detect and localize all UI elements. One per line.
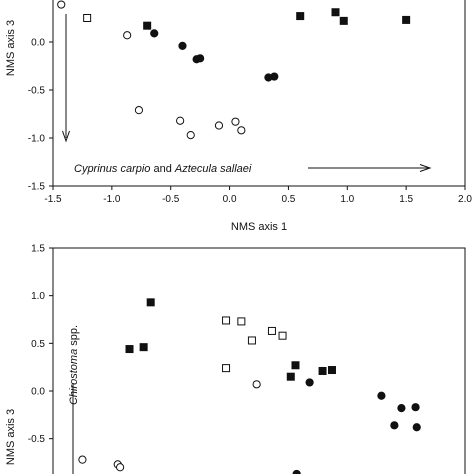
point-filled-circle <box>411 403 420 412</box>
point-filled-circle <box>397 404 406 413</box>
annotation-spp: spp. <box>68 325 80 349</box>
point-open-circle <box>214 121 224 130</box>
x-tick-label: 1.0 <box>340 194 354 205</box>
top-x-axis: -1.5 -1.0 -0.5 0.0 0.5 1.0 1.5 2.0 <box>44 186 472 205</box>
point-filled-circle <box>390 421 399 430</box>
point-filled-circle <box>412 423 421 432</box>
y-tick-label: 1.5 <box>31 244 45 255</box>
y-tick-label: -0.5 <box>28 86 46 97</box>
y-tick-label: 0.0 <box>31 38 45 49</box>
bottom-points <box>78 298 421 474</box>
point-open-circle <box>186 131 195 140</box>
x-tick-label: 1.5 <box>399 194 413 205</box>
annotation-genus: Chirostoma <box>68 349 80 405</box>
y-tick-label: -0.5 <box>28 434 46 445</box>
bottom-annotation: Chirostoma spp. <box>68 325 80 405</box>
top-plot-frame <box>52 0 466 187</box>
annotation-conjunction: and <box>150 163 174 175</box>
point-open-square <box>278 331 287 340</box>
top-horizontal-arrow <box>308 164 432 172</box>
point-open-square <box>83 14 92 22</box>
top-annotation: Cyprinus carpio and Aztecula sallaei <box>74 163 252 175</box>
point-open-circle <box>252 380 261 389</box>
point-filled-square <box>402 15 411 24</box>
point-open-square <box>222 364 231 373</box>
y-tick-label: 0.5 <box>31 339 45 350</box>
bottom-y-axis: 1.5 1.0 0.5 0.0 -0.5 <box>28 244 53 445</box>
point-filled-circle <box>270 72 279 81</box>
bottom-plot-frame <box>52 247 466 474</box>
top-points <box>57 0 411 140</box>
point-open-square <box>237 317 246 326</box>
bottom-scatter-panel: 1.5 1.0 0.5 0.0 -0.5 NMS axis 3 Chirostoma s… <box>5 244 466 474</box>
top-scatter-panel: -1.5 -1.0 -0.5 0.0 0.5 1.0 1.5 2.0 -1.5 -1.0 -0.5… <box>5 0 472 233</box>
point-open-circle <box>115 463 125 472</box>
point-open-square <box>247 336 256 345</box>
point-filled-square <box>296 12 305 21</box>
x-tick-label: 2.0 <box>458 194 472 205</box>
point-filled-circle <box>178 41 187 50</box>
point-open-square <box>267 326 276 335</box>
point-filled-circle <box>150 29 159 38</box>
top-x-axis-title: NMS axis 1 <box>231 221 287 233</box>
point-open-circle <box>78 455 87 464</box>
point-open-circle <box>123 31 132 40</box>
point-open-circle <box>237 126 246 135</box>
point-open-circle <box>57 0 66 9</box>
y-tick-label: -1.0 <box>28 134 46 145</box>
top-vertical-arrow <box>62 14 70 143</box>
point-filled-circle <box>292 469 301 474</box>
point-filled-square <box>125 345 134 354</box>
y-tick-label: 1.0 <box>31 291 45 302</box>
x-tick-label: 0.5 <box>281 194 295 205</box>
point-filled-square <box>318 366 327 375</box>
top-y-axis-title: NMS axis 3 <box>5 20 17 76</box>
point-filled-circle <box>377 391 386 400</box>
point-open-circle <box>231 117 240 126</box>
point-open-circle <box>134 106 144 115</box>
point-open-square <box>222 316 231 325</box>
bottom-y-axis-title: NMS axis 3 <box>5 409 17 465</box>
point-filled-square <box>327 366 336 375</box>
x-tick-label: -0.5 <box>162 194 180 205</box>
point-filled-circle <box>305 378 314 387</box>
top-y-axis: -1.5 -1.0 -0.5 0.0 <box>28 38 53 193</box>
x-tick-label: 0.0 <box>223 194 237 205</box>
point-filled-square <box>146 298 155 307</box>
annotation-species-1: Cyprinus carpio <box>74 163 150 175</box>
point-filled-square <box>143 21 152 30</box>
point-filled-circle <box>196 54 205 63</box>
y-tick-label: -1.5 <box>28 182 46 193</box>
point-filled-square <box>291 361 300 370</box>
annotation-species-2: Aztecula sallaei <box>174 163 252 175</box>
x-tick-label: -1.0 <box>103 194 121 205</box>
point-filled-square <box>286 372 295 381</box>
point-filled-square <box>139 343 148 352</box>
point-filled-square <box>331 8 340 17</box>
x-tick-label: -1.5 <box>44 194 62 205</box>
y-tick-label: 0.0 <box>31 387 45 398</box>
point-open-circle <box>176 116 185 125</box>
point-filled-square <box>339 16 348 25</box>
